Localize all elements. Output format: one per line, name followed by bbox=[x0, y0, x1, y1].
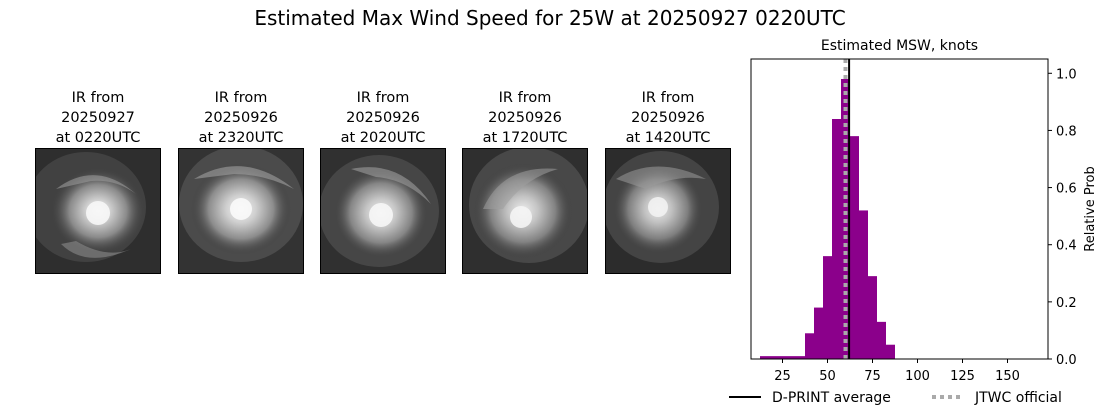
x-tick-label: 50 bbox=[819, 369, 836, 384]
histogram-bar bbox=[886, 344, 895, 359]
histogram-bar bbox=[760, 356, 769, 359]
histogram-bar bbox=[859, 210, 868, 359]
ir-panel-4: IR from 20250926 at 1720UTC bbox=[462, 88, 588, 274]
y-tick-label: 0.6 bbox=[1056, 182, 1077, 197]
ir-panel-title: IR from 20250926 at 2020UTC bbox=[320, 88, 446, 148]
ir-title-time: at 1720UTC bbox=[482, 130, 568, 146]
y-tick-label: 0.8 bbox=[1056, 124, 1077, 139]
ir-title-line1: IR from bbox=[214, 90, 268, 106]
ir-satellite-image bbox=[462, 148, 588, 274]
y-axis-ticks: 0.0 0.2 0.4 0.6 0.8 1.0 bbox=[1048, 67, 1077, 368]
reference-lines bbox=[843, 59, 851, 359]
histogram-bar bbox=[796, 356, 805, 359]
x-tick-label: 100 bbox=[905, 369, 930, 384]
histogram-bar bbox=[868, 276, 877, 359]
ir-title-line1: IR from bbox=[71, 90, 125, 106]
ir-title-date: 20250926 bbox=[631, 110, 705, 126]
ir-panel-title: IR from 20250926 at 1720UTC bbox=[462, 88, 588, 148]
ir-panel-title: IR from 20250927 at 0220UTC bbox=[35, 88, 161, 148]
histogram-bar bbox=[778, 356, 787, 359]
ir-title-time: at 2320UTC bbox=[198, 130, 284, 146]
x-tick-label: 125 bbox=[950, 369, 975, 384]
ir-panel-title: IR from 20250926 at 1420UTC bbox=[605, 88, 731, 148]
histogram-bars bbox=[760, 79, 895, 359]
ir-title-line1: IR from bbox=[498, 90, 552, 106]
x-tick-label: 150 bbox=[995, 369, 1020, 384]
histogram-bar bbox=[850, 136, 859, 359]
ir-title-time: at 2020UTC bbox=[340, 130, 426, 146]
ir-title-time: at 1420UTC bbox=[625, 130, 711, 146]
y-tick-label: 0.4 bbox=[1056, 239, 1077, 254]
histogram-bar bbox=[787, 356, 796, 359]
legend-label-dprint: D-PRINT average bbox=[772, 390, 891, 406]
legend-label-jtwc: JTWC official bbox=[974, 390, 1062, 406]
y-tick-label: 0.2 bbox=[1056, 296, 1077, 311]
ir-title-date: 20250926 bbox=[488, 110, 562, 126]
ir-panel-3: IR from 20250926 at 2020UTC bbox=[320, 88, 446, 274]
plot-frame bbox=[750, 58, 1049, 360]
ir-panel-1: IR from 20250927 at 0220UTC bbox=[35, 88, 161, 274]
ir-title-time: at 0220UTC bbox=[55, 130, 141, 146]
x-axis-ticks: 25 50 75 100 125 150 bbox=[774, 359, 1020, 384]
histogram-bar bbox=[805, 333, 814, 359]
ir-title-line1: IR from bbox=[641, 90, 695, 106]
x-tick-label: 25 bbox=[774, 369, 791, 384]
y-tick-label: 1.0 bbox=[1056, 67, 1077, 82]
x-tick-label: 75 bbox=[864, 369, 881, 384]
ir-panel-title: IR from 20250926 at 2320UTC bbox=[178, 88, 304, 148]
ir-satellite-image bbox=[35, 148, 161, 274]
ir-panel-5: IR from 20250926 at 1420UTC bbox=[605, 88, 731, 274]
histogram-bar bbox=[814, 307, 823, 359]
y-tick-label: 0.0 bbox=[1056, 353, 1077, 368]
ir-title-date: 20250926 bbox=[204, 110, 278, 126]
ir-title-date: 20250927 bbox=[61, 110, 135, 126]
histogram-bar bbox=[823, 256, 832, 359]
histogram-bar bbox=[769, 356, 778, 359]
y-axis-label: Relative Prob bbox=[1083, 166, 1098, 251]
ir-title-date: 20250926 bbox=[346, 110, 420, 126]
ir-satellite-image bbox=[605, 148, 731, 274]
histogram-bar bbox=[877, 321, 886, 359]
ir-satellite-image bbox=[320, 148, 446, 274]
ir-title-line1: IR from bbox=[356, 90, 410, 106]
ir-panel-2: IR from 20250926 at 2320UTC bbox=[178, 88, 304, 274]
histogram-bar bbox=[832, 119, 841, 359]
chart-title: Estimated MSW, knots bbox=[821, 38, 978, 54]
figure-title: Estimated Max Wind Speed for 25W at 2025… bbox=[254, 6, 846, 30]
ir-satellite-image bbox=[178, 148, 304, 274]
chart-legend: D-PRINT average JTWC official bbox=[729, 390, 1062, 406]
